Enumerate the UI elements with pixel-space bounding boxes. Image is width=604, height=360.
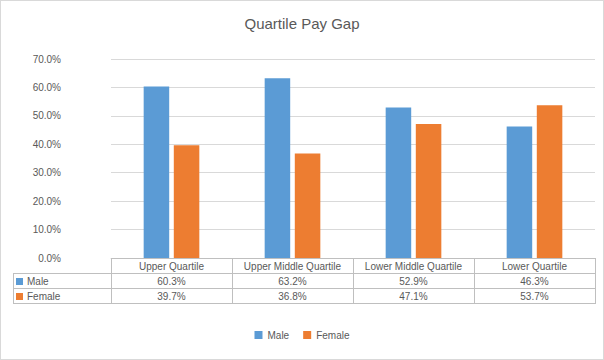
svg-text:20.0%: 20.0% xyxy=(33,196,61,207)
svg-text:Male: Male xyxy=(267,330,289,341)
html-text:39.7%: 39.7% xyxy=(157,290,186,302)
svg-text:10.0%: 10.0% xyxy=(33,224,61,235)
svg-text:50.0%: 50.0% xyxy=(33,110,61,121)
html-text:Upper Quartile: Upper Quartile xyxy=(139,260,204,272)
html-text:52.9%: 52.9% xyxy=(399,275,428,287)
svg-text:60.0%: 60.0% xyxy=(33,82,61,93)
html-text:53.7%: 53.7% xyxy=(520,290,549,302)
html-text:60.3%: 60.3% xyxy=(157,275,186,287)
svg-text:Female: Female xyxy=(316,330,350,341)
svg-text:0.0%: 0.0% xyxy=(38,252,61,264)
html-text:46.3%: 46.3% xyxy=(520,275,549,287)
svg-text:Quartile Pay Gap: Quartile Pay Gap xyxy=(244,15,359,32)
svg-text:70.0%: 70.0% xyxy=(33,54,61,65)
html-text:Upper Middle Quartile: Upper Middle Quartile xyxy=(243,260,342,272)
html-text:Female: Female xyxy=(27,290,61,302)
html-text:Lower Quartile: Lower Quartile xyxy=(502,260,567,272)
html-text:Lower Middle Quartile: Lower Middle Quartile xyxy=(364,260,463,272)
html-text:Male: Male xyxy=(27,275,49,287)
html-text:47.1%: 47.1% xyxy=(399,290,428,302)
html-text:63.2%: 63.2% xyxy=(278,275,307,287)
html-text:36.8%: 36.8% xyxy=(278,290,307,302)
svg-text:40.0%: 40.0% xyxy=(33,139,61,150)
svg-text:30.0%: 30.0% xyxy=(33,167,61,178)
